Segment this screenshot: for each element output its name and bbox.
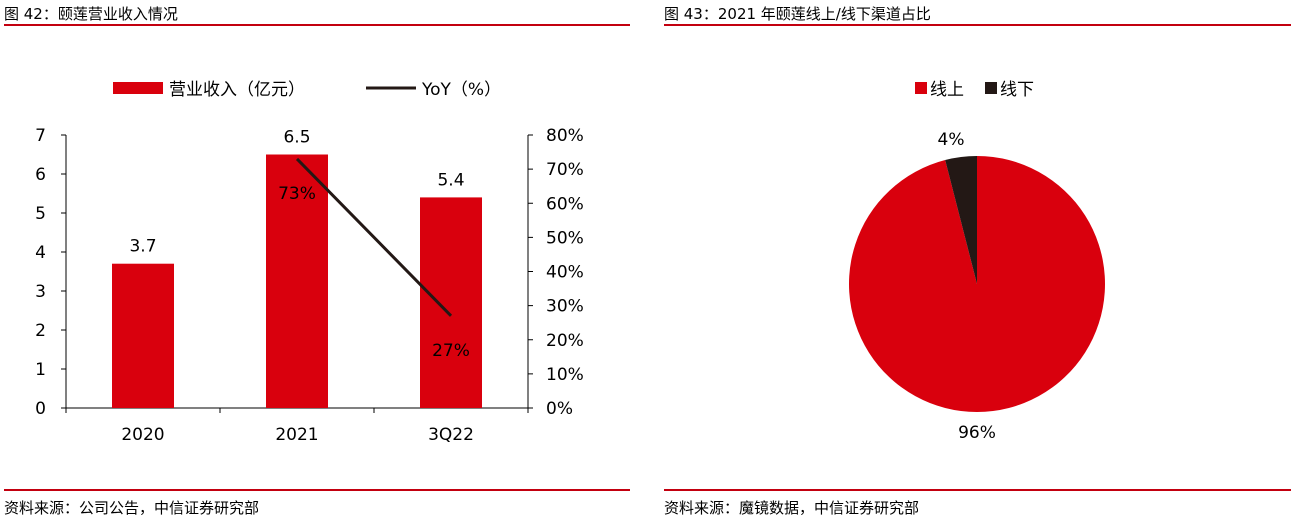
revenue-bar-line-chart: 营业收入（亿元） YoY（%） 012345670%10%20%30%40%50%… [35,80,584,445]
right-source-rule [664,489,1291,491]
revenue-bar [112,263,174,408]
left-y-tick-label: 6 [35,165,46,185]
yoy-line [295,157,453,317]
legend-swatch-online [915,82,927,94]
legend-label-yoy: YoY（%） [421,80,501,100]
right-y-tick-label: 60% [546,194,584,214]
left-y-tick-label: 4 [35,243,46,263]
right-y-tick-label: 50% [546,228,584,248]
revenue-bar [266,154,328,408]
pie-chart-marks: 96% 4% [849,130,1105,443]
left-y-tick-label: 5 [35,204,46,224]
right-y-tick-label: 70% [546,160,584,180]
right-y-tick-label: 0% [546,399,573,419]
revenue-bar [420,197,482,408]
right-y-tick-label: 20% [546,331,584,351]
left-y-tick-label: 1 [35,360,46,380]
left-y-tick-label: 7 [35,126,46,146]
bar-chart-legend: 营业收入（亿元） YoY（%） [113,80,501,100]
left-y-tick-label: 0 [35,399,46,419]
left-source-rule [4,489,630,491]
left-panel-title: 图 42：颐莲营业收入情况 [4,5,178,23]
revenue-bar-label: 3.7 [129,237,156,257]
pie-label-offline: 4% [938,130,965,150]
pie-slice-offline [945,156,977,284]
right-y-tick-label: 10% [546,365,584,385]
revenue-bar-label: 5.4 [437,170,464,190]
x-tick-label: 2021 [275,425,318,445]
left-y-tick-label: 2 [35,321,46,341]
right-y-tick-label: 30% [546,297,584,317]
legend-label-revenue: 营业收入（亿元） [169,80,305,100]
legend-label-offline: 线下 [1000,80,1034,100]
x-tick-label: 2020 [121,425,164,445]
left-source-text: 资料来源：公司公告，中信证券研究部 [4,499,260,517]
bar-chart-marks: 3.7 6.5 5.4 73% 27% [112,128,482,408]
right-y-tick-label: 80% [546,126,584,146]
x-tick-label: 3Q22 [428,425,474,445]
legend-swatch-revenue [113,82,163,94]
yoy-point-label: 27% [432,341,470,361]
revenue-bar-label: 6.5 [283,128,310,148]
pie-chart-legend: 线上 线下 [915,80,1034,100]
yoy-point-label: 73% [278,184,316,204]
right-y-tick-label: 40% [546,263,584,283]
left-y-tick-label: 3 [35,282,46,302]
pie-label-online: 96% [958,423,996,443]
right-source-text: 资料来源：魔镜数据，中信证券研究部 [664,499,920,517]
right-title-rule [664,24,1291,26]
right-panel-title: 图 43：2021 年颐莲线上/线下渠道占比 [664,5,931,23]
channel-pie-chart: 线上 线下 96% 4% [849,80,1105,443]
left-title-rule [4,24,630,26]
legend-label-online: 线上 [930,80,964,100]
legend-swatch-offline [985,82,997,94]
